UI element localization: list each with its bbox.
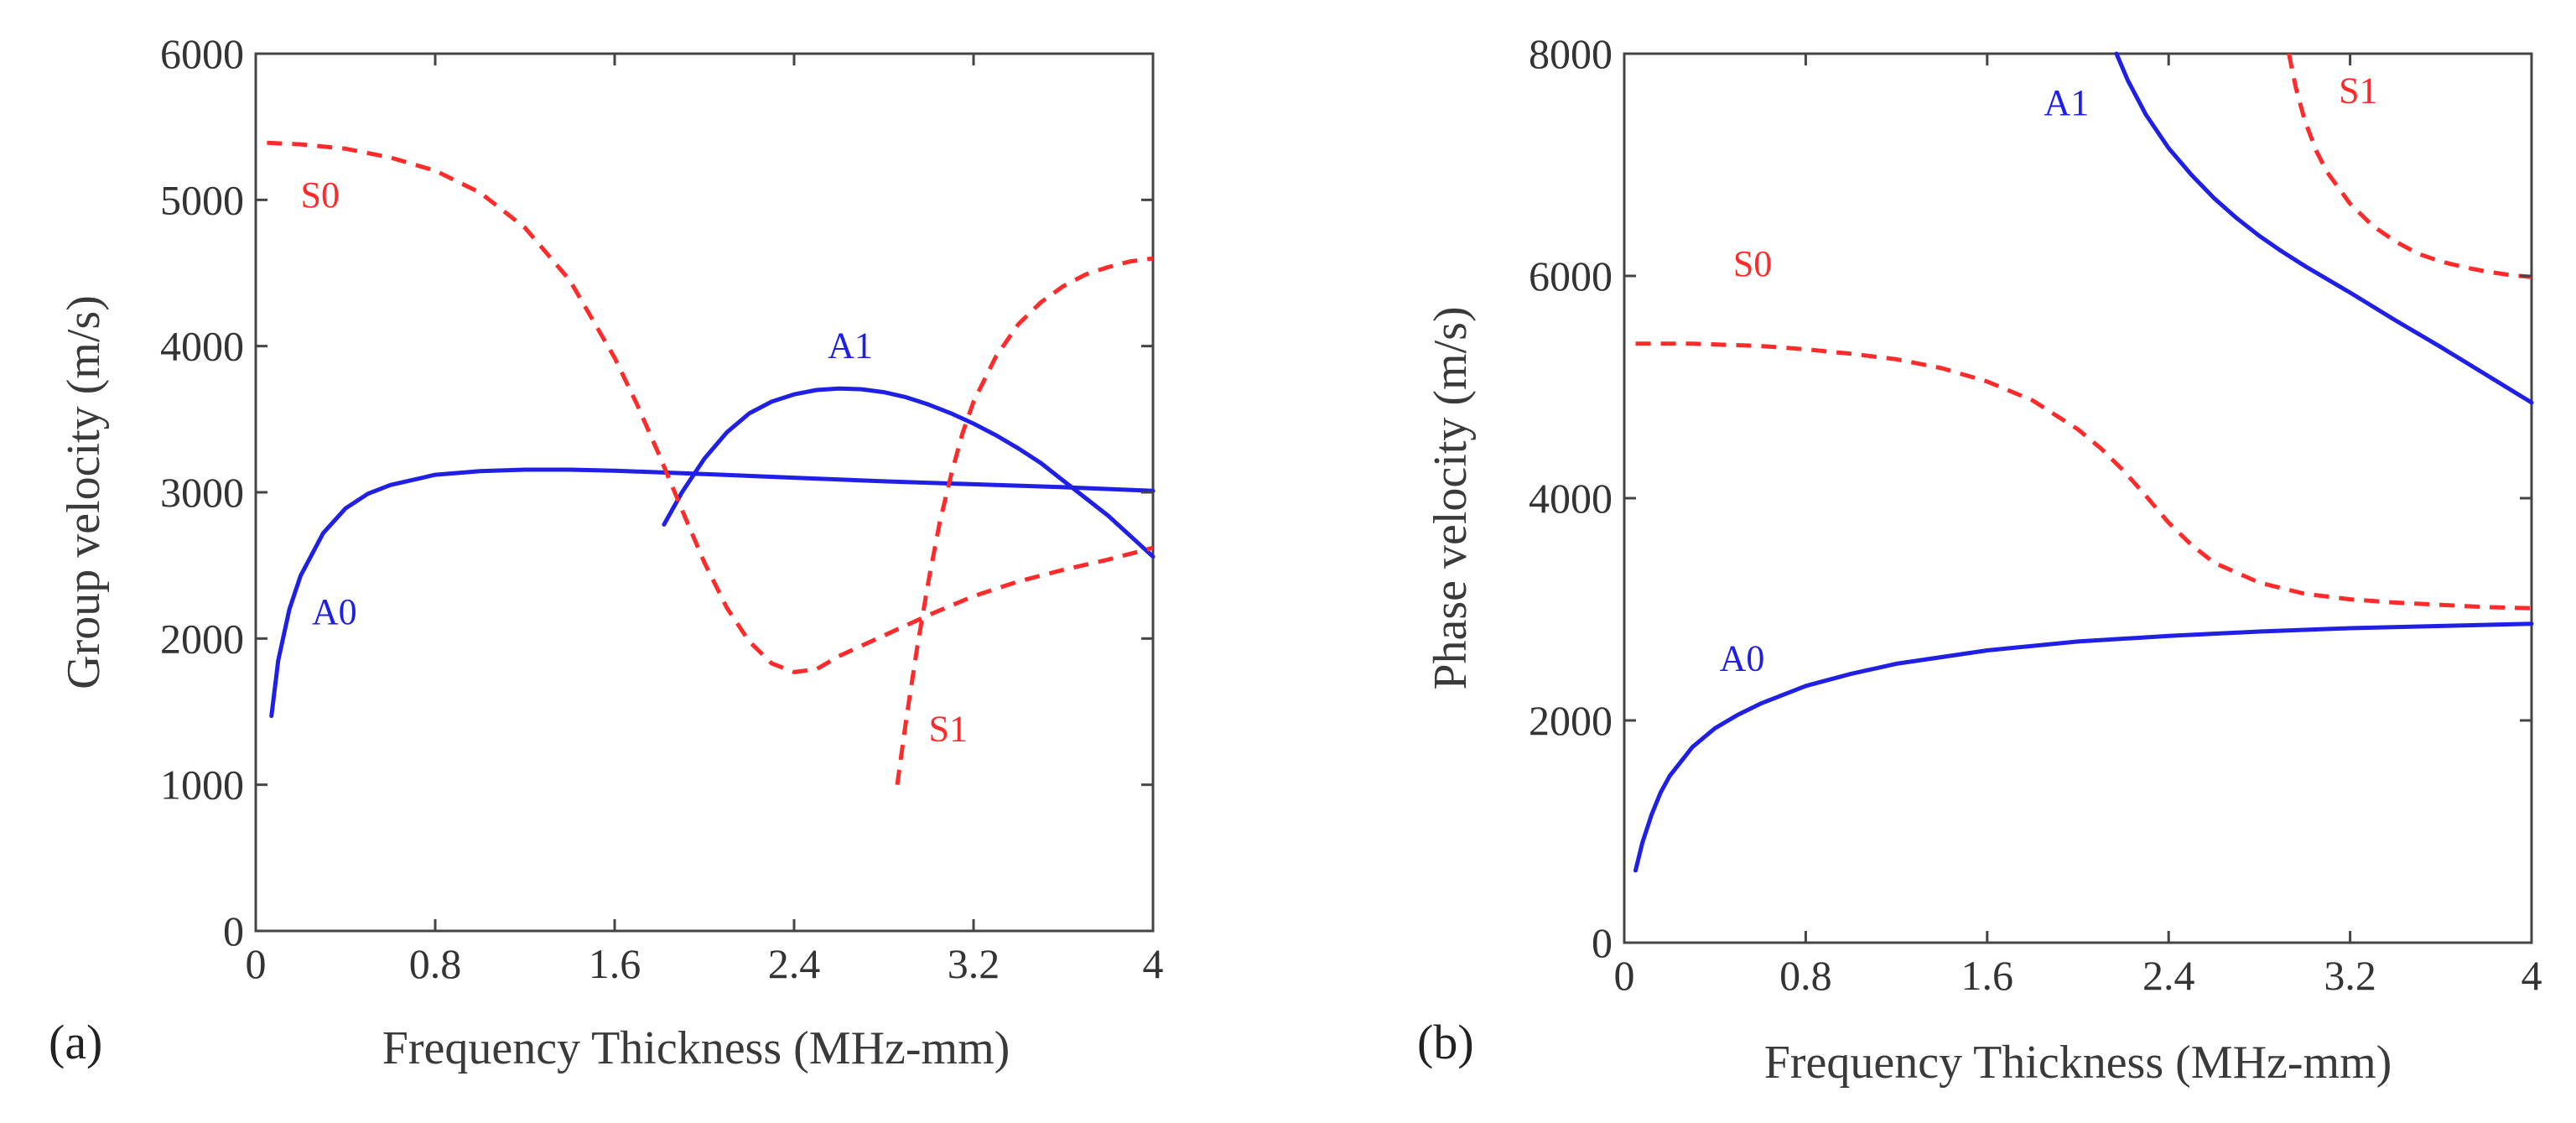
x-tick-label: 0.8 bbox=[409, 940, 462, 987]
x-tick-label: 0 bbox=[1614, 952, 1635, 999]
y-tick-label: 4000 bbox=[160, 323, 244, 370]
series-line-s1 bbox=[895, 256, 1154, 786]
y-tick-label: 2000 bbox=[160, 615, 244, 662]
panel-label: (a) bbox=[49, 1015, 102, 1069]
x-axis-label: Frequency Thickness (MHz-mm) bbox=[1764, 1037, 2392, 1089]
x-tick-label: 0.8 bbox=[1779, 952, 1832, 999]
series-line-s0 bbox=[267, 140, 1154, 674]
series-label-a1: A1 bbox=[828, 325, 873, 367]
series-layer bbox=[1633, 51, 2534, 873]
y-tick-label: 8000 bbox=[1529, 30, 1613, 77]
panel-label: (b) bbox=[1417, 1015, 1474, 1069]
curve-labels-layer: A0 A1 S0 S1 bbox=[1720, 70, 2378, 678]
series-line-a1 bbox=[662, 386, 1156, 559]
y-tick-label: 3000 bbox=[160, 469, 244, 516]
x-tick-label: 0 bbox=[246, 940, 267, 987]
series-line-a0 bbox=[269, 467, 1156, 719]
y-tick-label: 2000 bbox=[1529, 697, 1613, 744]
panel-b: 0 0.8 1.6 2.4 3.2 4 0 2000 4000 6000 8000 A0 A1 S0 S1… bbox=[1417, 30, 2542, 1089]
ticks-layer: 0 0.8 1.6 2.4 3.2 4 0 1000 2000 3000 4000 5000 6000 bbox=[160, 30, 1164, 987]
series-label-a1: A1 bbox=[2044, 82, 2089, 123]
x-tick-label: 3.2 bbox=[2324, 952, 2376, 999]
series-label-s1: S1 bbox=[929, 708, 968, 749]
x-tick-label: 1.6 bbox=[589, 940, 641, 987]
y-tick-label: 6000 bbox=[160, 30, 244, 77]
x-tick-label: 1.6 bbox=[1961, 952, 2014, 999]
series-label-s0: S0 bbox=[301, 174, 340, 216]
x-tick-label: 2.4 bbox=[768, 940, 821, 987]
plot-frame bbox=[1623, 52, 2533, 944]
series-label-s0: S0 bbox=[1733, 243, 1772, 284]
panel-a: 0 0.8 1.6 2.4 3.2 40100020003000400050006000 … bbox=[49, 30, 1164, 1074]
y-axis-label: Phase velocity (m/s) bbox=[1425, 306, 1477, 689]
y-tick-label: 5000 bbox=[160, 176, 244, 223]
plot-frame bbox=[254, 52, 1155, 933]
x-tick-label: 3.2 bbox=[948, 940, 1000, 987]
x-axis-label: Frequency Thickness (MHz-mm) bbox=[382, 1022, 1010, 1074]
series-label-a0: A0 bbox=[1720, 637, 1765, 678]
series-line-s1 bbox=[2287, 53, 2532, 279]
series-line-a0 bbox=[1633, 621, 2534, 873]
series-line-s0 bbox=[1635, 341, 2532, 611]
y-tick-label: 4000 bbox=[1529, 475, 1613, 522]
series-label-a0: A0 bbox=[312, 591, 357, 632]
curve-labels-layer: A0 A1 S0 S1 bbox=[301, 174, 968, 749]
y-tick-label: 0 bbox=[223, 907, 244, 954]
ticks-layer: 0 0.8 1.6 2.4 3.2 4 0 2000 4000 6000 8000 bbox=[1529, 30, 2542, 999]
x-tick-label: 2.4 bbox=[2142, 952, 2195, 999]
series-line-a1 bbox=[2114, 51, 2534, 405]
y-tick-label: 1000 bbox=[160, 762, 244, 808]
y-tick-label: 0 bbox=[1592, 919, 1613, 966]
x-tick-label: 4 bbox=[1143, 940, 1164, 987]
series-label-s1: S1 bbox=[2339, 70, 2377, 111]
series-layer bbox=[267, 140, 1156, 786]
y-axis-label: Group velocity (m/s) bbox=[58, 295, 110, 689]
y-tick-label: 6000 bbox=[1529, 252, 1613, 299]
x-tick-label: 4 bbox=[2521, 952, 2542, 999]
